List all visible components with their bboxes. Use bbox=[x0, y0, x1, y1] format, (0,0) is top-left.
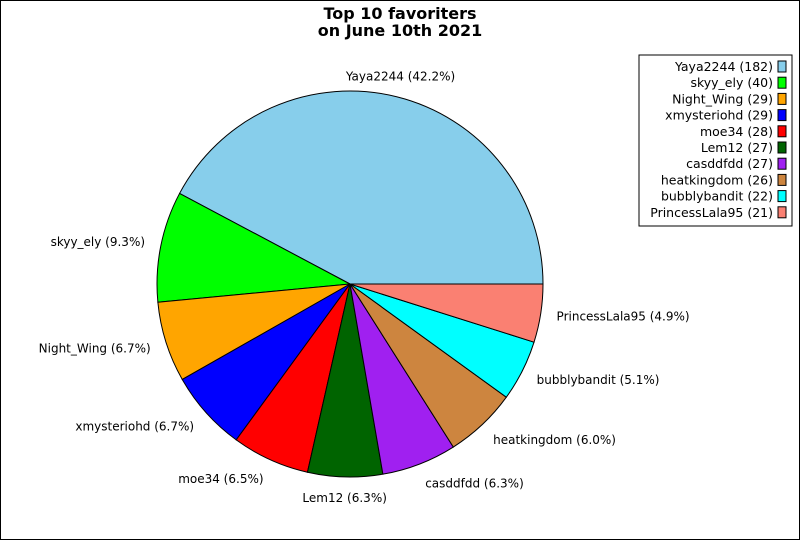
slice-labels: Yaya2244 (42.2%) skyy_ely (9.3%) Night_Win… bbox=[39, 69, 690, 505]
slice-label-bubblybandit: bubblybandit (5.1%) bbox=[537, 373, 660, 387]
chart-title-line-2: on June 10th 2021 bbox=[318, 21, 483, 40]
legend-label-casddfdd: casddfdd (27) bbox=[686, 156, 773, 171]
legend-swatch-lem12 bbox=[777, 141, 787, 154]
legend-label-princesslala95: PrincessLala95 (21) bbox=[650, 205, 773, 220]
legend-label-night-wing: Night_Wing (29) bbox=[672, 91, 773, 106]
legend-label-skyy-ely: skyy_ely (40) bbox=[690, 75, 773, 90]
slice-label-yaya2244: Yaya2244 (42.2%) bbox=[345, 69, 455, 83]
legend-swatch-yaya2244 bbox=[777, 60, 787, 73]
legend-swatch-casddfdd bbox=[777, 157, 787, 170]
pie-slice-princesslala95 bbox=[349, 283, 544, 343]
legend-swatch-princesslala95 bbox=[777, 206, 787, 219]
legend-swatch-night-wing bbox=[777, 92, 787, 105]
legend-swatch-heatkingdom bbox=[777, 173, 787, 186]
legend-label-heatkingdom: heatkingdom (26) bbox=[661, 172, 773, 187]
legend-label-lem12: Lem12 (27) bbox=[701, 140, 773, 155]
pie-slice-yaya2244 bbox=[178, 90, 544, 285]
slice-label-heatkingdom: heatkingdom (6.0%) bbox=[493, 433, 616, 447]
chart-title-line-1: Top 10 favoriters bbox=[323, 4, 476, 23]
slice-label-princesslala95: PrincessLala95 (4.9%) bbox=[557, 310, 690, 324]
slice-label-casddfdd: casddfdd (6.3%) bbox=[425, 477, 524, 491]
legend-label-yaya2244: Yaya2244 (182) bbox=[674, 59, 773, 74]
slice-label-skyy-ely: skyy_ely (9.3%) bbox=[51, 235, 145, 249]
slice-label-night-wing: Night_Wing (6.7%) bbox=[39, 341, 151, 355]
legend-swatch-moe34 bbox=[777, 125, 787, 138]
legend-swatch-xmysteriohd bbox=[777, 109, 787, 122]
pie-slices bbox=[156, 90, 544, 478]
slice-label-moe34: moe34 (6.5%) bbox=[178, 472, 263, 486]
legend: Yaya2244 (182)skyy_ely (40)Night_Wing (2… bbox=[638, 54, 793, 227]
legend-box bbox=[638, 54, 793, 227]
legend-swatch-bubblybandit bbox=[777, 190, 787, 203]
legend-label-bubblybandit: bubblybandit (22) bbox=[661, 189, 773, 204]
legend-swatch-skyy-ely bbox=[777, 76, 787, 89]
legend-label-moe34: moe34 (28) bbox=[700, 124, 773, 139]
legend-label-xmysteriohd: xmysteriohd (29) bbox=[665, 108, 773, 123]
slice-label-lem12: Lem12 (6.3%) bbox=[302, 491, 386, 505]
slice-label-xmysteriohd: xmysteriohd (6.7%) bbox=[75, 420, 194, 434]
pie-slice-skyy-ely bbox=[156, 192, 352, 303]
